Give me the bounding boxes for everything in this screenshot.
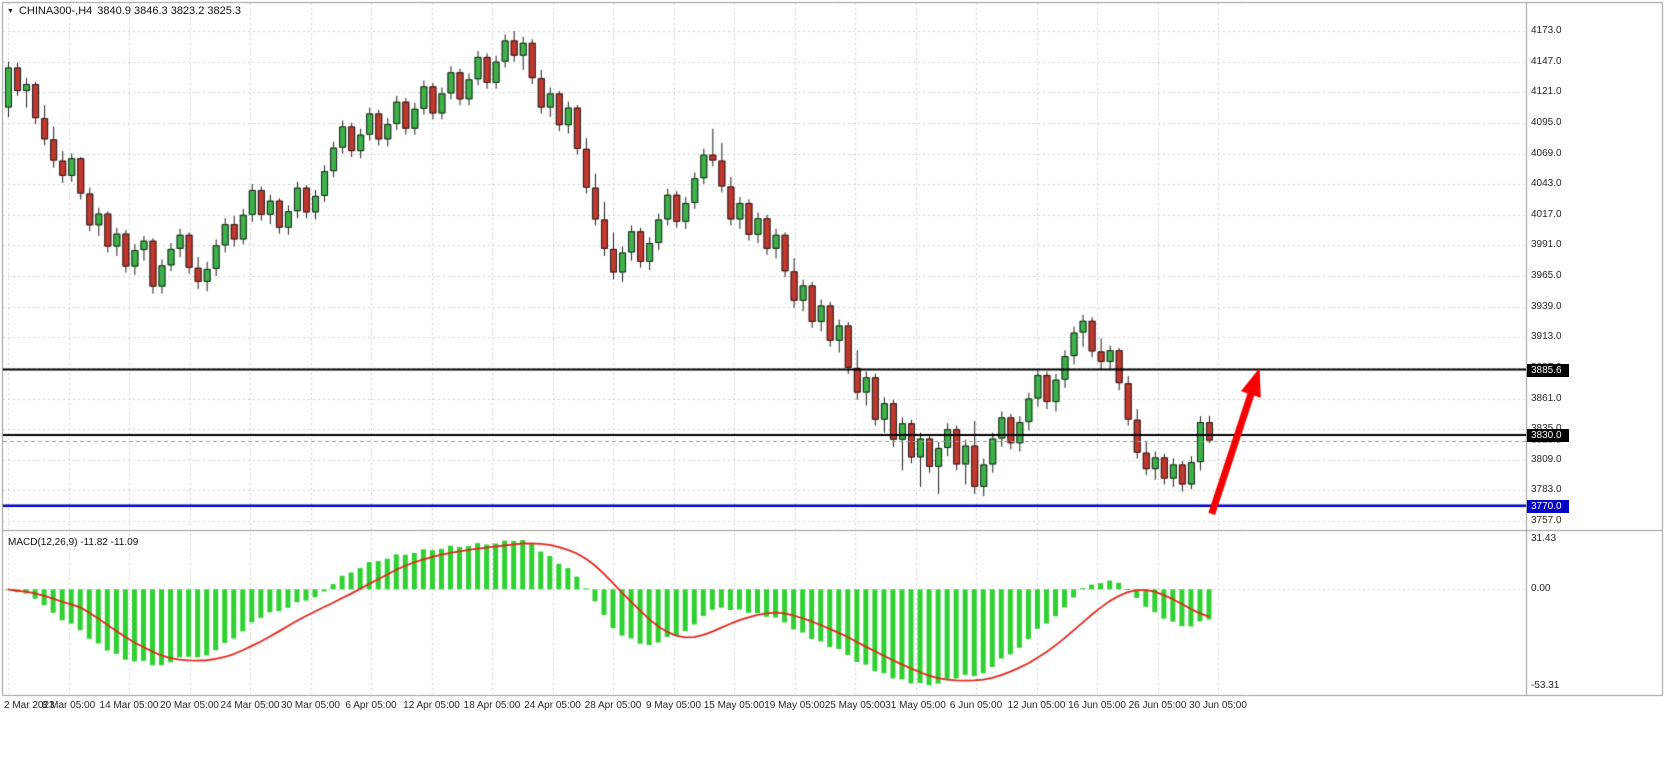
time-axis-label: 14 Mar 05:00 bbox=[99, 700, 159, 711]
time-axis-label: 2 Mar 2023 bbox=[4, 700, 55, 711]
price-axis-label: 3783.0 bbox=[1531, 484, 1562, 496]
macd-indicator-label: MACD(12,26,9) -11.82 -11.09 bbox=[8, 537, 138, 548]
macd-axis-min-label: -53.31 bbox=[1531, 680, 1560, 691]
ohlc-readout: 3840.9 3846.3 3823.2 3825.3 bbox=[97, 5, 242, 17]
macd-axis-zero-label: 0.00 bbox=[1531, 583, 1551, 595]
price-axis-label: 4121.0 bbox=[1531, 86, 1562, 98]
time-axis-label: 12 Apr 05:00 bbox=[403, 700, 460, 711]
price-axis-label: 3965.0 bbox=[1531, 270, 1562, 281]
price-level-badge: 3885.6 bbox=[1527, 363, 1569, 377]
time-axis-label: 16 Jun 05:00 bbox=[1068, 700, 1126, 711]
time-axis-label: 30 Jun 05:00 bbox=[1189, 700, 1247, 711]
price-axis-label: 3835.0 bbox=[1531, 424, 1562, 434]
price-axis-label: 4147.0 bbox=[1531, 55, 1562, 67]
time-axis-label: 25 May 05:00 bbox=[824, 700, 886, 711]
time-axis-label: 24 Apr 05:00 bbox=[524, 700, 581, 711]
price-axis-label: 4043.0 bbox=[1531, 178, 1562, 190]
time-axis-label: 15 May 05:00 bbox=[703, 700, 765, 711]
price-axis-label: 3861.0 bbox=[1531, 392, 1562, 404]
time-axis-label: 12 Jun 05:00 bbox=[1007, 700, 1066, 711]
price-axis-label: 3991.0 bbox=[1531, 239, 1562, 251]
time-axis-label: 24 Mar 05:00 bbox=[220, 700, 280, 711]
price-axis-label: 3939.0 bbox=[1531, 300, 1562, 312]
time-axis-label: 20 Mar 05:00 bbox=[160, 700, 219, 711]
symbol-timeframe-label: CHINA300-,H4 bbox=[18, 5, 93, 17]
time-axis-label: 26 Jun 05:00 bbox=[1128, 700, 1187, 711]
time-axis-label: 6 Apr 05:00 bbox=[345, 700, 397, 711]
macd-values: -11.82 -11.09 bbox=[80, 537, 139, 548]
time-axis-label: 19 May 05:00 bbox=[764, 700, 825, 711]
time-axis-label: 18 Apr 05:00 bbox=[463, 700, 521, 711]
time-axis-label: 6 Jun 05:00 bbox=[949, 700, 1003, 711]
price-axis-label: 4095.0 bbox=[1531, 116, 1562, 128]
time-axis-label: 8 Mar 05:00 bbox=[41, 700, 96, 711]
time-axis-label: 28 Apr 05:00 bbox=[584, 700, 642, 711]
macd-title: MACD(12,26,9) bbox=[8, 537, 78, 548]
time-axis-label: 9 May 05:00 bbox=[645, 700, 702, 711]
macd-axis-max-label: 31.43 bbox=[1531, 533, 1557, 544]
price-axis-label: 3809.0 bbox=[1531, 453, 1562, 465]
time-axis-label: 31 May 05:00 bbox=[885, 700, 946, 711]
chart-title: ▼ CHINA300-,H4 3840.9 3846.3 3823.2 3825… bbox=[7, 5, 241, 17]
time-axis-label: 30 Mar 05:00 bbox=[281, 700, 340, 711]
price-axis-label: 4069.0 bbox=[1531, 147, 1562, 159]
price-level-badge: 3770.0 bbox=[1527, 499, 1569, 513]
price-axis-label: 4173.0 bbox=[1531, 25, 1562, 36]
price-axis-label: 3913.0 bbox=[1531, 331, 1562, 343]
price-axis-label: 4017.0 bbox=[1531, 208, 1562, 220]
symbol-marker-icon: ▼ bbox=[7, 7, 14, 15]
price-axis-label: 3757.0 bbox=[1531, 515, 1562, 526]
price-level-badge: 3830.0 bbox=[1527, 429, 1569, 442]
